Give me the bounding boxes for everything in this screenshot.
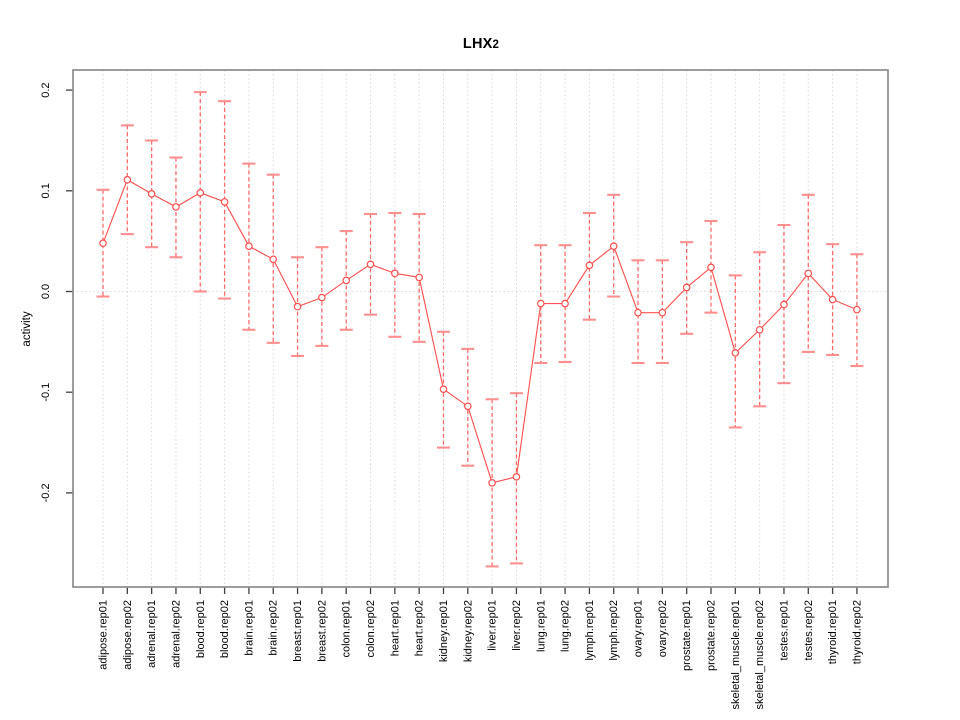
x-tick-label: prostate.rep02 xyxy=(706,600,718,671)
x-tick-label: adrenal.rep01 xyxy=(146,600,158,668)
x-tick-label: lung.rep02 xyxy=(560,600,572,652)
x-tick-label: colon.rep01 xyxy=(341,600,353,658)
data-point xyxy=(682,283,691,292)
chart-title: LHX2 xyxy=(1,36,960,52)
x-tick-label: testes.rep02 xyxy=(803,600,815,661)
data-point xyxy=(731,349,740,357)
x-tick-label: colon.rep02 xyxy=(365,600,377,658)
x-tick-label: brain.rep02 xyxy=(268,600,280,656)
x-tick-label: brain.rep01 xyxy=(243,600,255,656)
data-point xyxy=(269,255,278,264)
x-tick-label: heart.rep01 xyxy=(389,600,401,656)
data-point xyxy=(196,189,205,197)
x-tick-label: lymph.rep02 xyxy=(608,600,620,661)
data-point xyxy=(293,302,302,311)
data-point xyxy=(609,242,618,250)
data-point xyxy=(391,269,399,278)
y-tick-label: 0.0 xyxy=(40,284,52,299)
data-point xyxy=(318,293,326,302)
data-point xyxy=(780,300,788,309)
x-tick-label: kidney.rep02 xyxy=(462,600,474,662)
x-tick-label: lung.rep01 xyxy=(535,600,547,652)
y-tick-label: -0.2 xyxy=(40,483,52,502)
x-tick-label: thyroid.rep02 xyxy=(851,600,863,664)
data-point xyxy=(804,269,813,278)
x-tick-label: breast.rep02 xyxy=(316,600,328,662)
data-point xyxy=(220,198,229,206)
x-tick-label: liver.rep01 xyxy=(487,600,499,651)
data-point xyxy=(536,299,545,308)
x-tick-label: prostate.rep01 xyxy=(681,600,693,671)
x-tick-label: liver.rep02 xyxy=(511,600,523,651)
plot-border xyxy=(72,69,889,588)
data-point xyxy=(488,479,496,487)
x-tick-label: adipose.rep02 xyxy=(122,600,134,670)
data-point xyxy=(342,276,351,285)
x-tick-label: heart.rep02 xyxy=(414,600,426,656)
data-point xyxy=(561,299,569,308)
data-point xyxy=(585,261,594,270)
x-tick-label: ovary.rep02 xyxy=(657,600,669,657)
data-point xyxy=(366,260,375,269)
x-tick-label: skeletal_muscle.rep01 xyxy=(730,600,742,709)
data-point xyxy=(707,263,715,272)
data-point xyxy=(99,239,107,247)
data-point xyxy=(172,203,180,211)
x-tick-label: lymph.rep01 xyxy=(584,600,596,661)
data-point xyxy=(439,385,448,393)
x-tick-label: breast.rep01 xyxy=(292,600,304,662)
data-point xyxy=(658,308,667,317)
data-point xyxy=(415,273,423,282)
series-line xyxy=(102,178,858,484)
chart-title-main: LHX xyxy=(462,36,493,52)
x-tick-label: testes.rep01 xyxy=(778,600,790,661)
data-point xyxy=(828,295,837,304)
y-tick-label: 0.1 xyxy=(40,183,52,198)
data-point xyxy=(147,190,156,198)
data-point xyxy=(123,175,132,184)
x-tick-label: kidney.rep01 xyxy=(438,600,450,662)
data-point xyxy=(512,472,521,481)
chart-title-sub: 2 xyxy=(492,39,500,51)
data-point xyxy=(853,305,861,314)
x-tick-label: adipose.rep01 xyxy=(98,600,110,670)
data-point xyxy=(755,325,764,334)
x-tick-label: blood.rep02 xyxy=(219,600,231,658)
data-point xyxy=(463,402,472,411)
x-tick-label: thyroid.rep01 xyxy=(827,600,839,664)
y-tick-label: -0.1 xyxy=(40,383,52,402)
x-tick-label: skeletal_muscle.rep02 xyxy=(754,600,766,709)
x-tick-label: ovary.rep01 xyxy=(633,600,645,657)
data-point xyxy=(245,242,253,250)
x-tick-label: adrenal.rep02 xyxy=(170,600,182,668)
x-tick-label: blood.rep01 xyxy=(195,600,207,658)
y-tick-label: 0.2 xyxy=(40,82,52,97)
data-point xyxy=(634,308,642,317)
